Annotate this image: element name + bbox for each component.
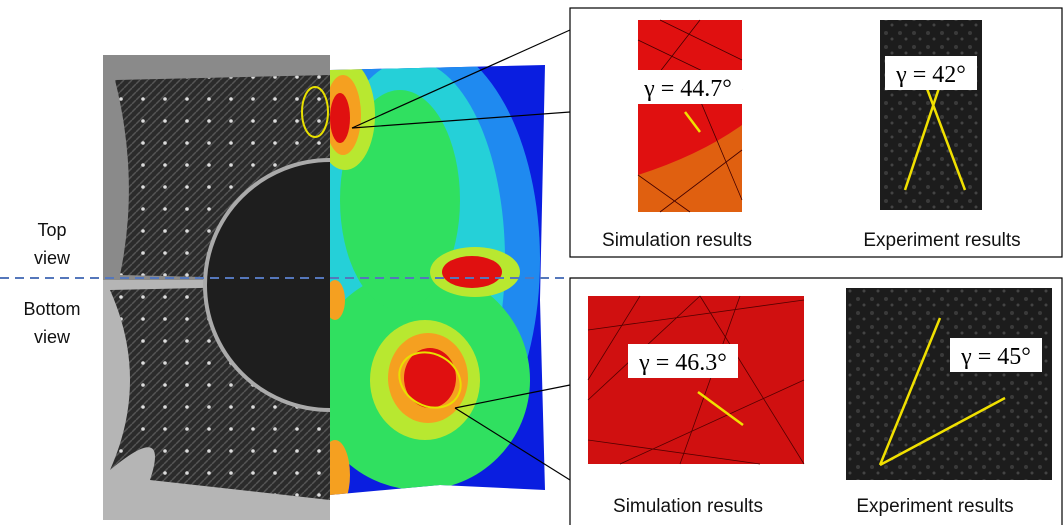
exp-image — [880, 20, 982, 210]
photo — [103, 55, 330, 520]
angle-label: γ = 42° — [895, 62, 966, 88]
angle-label: γ = 45° — [960, 344, 1031, 370]
caption: Simulation results — [602, 230, 752, 251]
sim-image — [588, 296, 804, 464]
figure: Topview Bottomview γ = 44.7° γ = 42° Sim… — [0, 0, 1064, 525]
caption: Simulation results — [613, 496, 763, 517]
angle-label: γ = 46.3° — [638, 350, 727, 376]
angle-label: γ = 44.7° — [643, 76, 732, 102]
contour-map — [300, 40, 550, 510]
exp-image — [846, 288, 1052, 480]
caption: Experiment results — [863, 230, 1020, 251]
sim-image — [638, 20, 742, 212]
caption: Experiment results — [856, 496, 1013, 517]
